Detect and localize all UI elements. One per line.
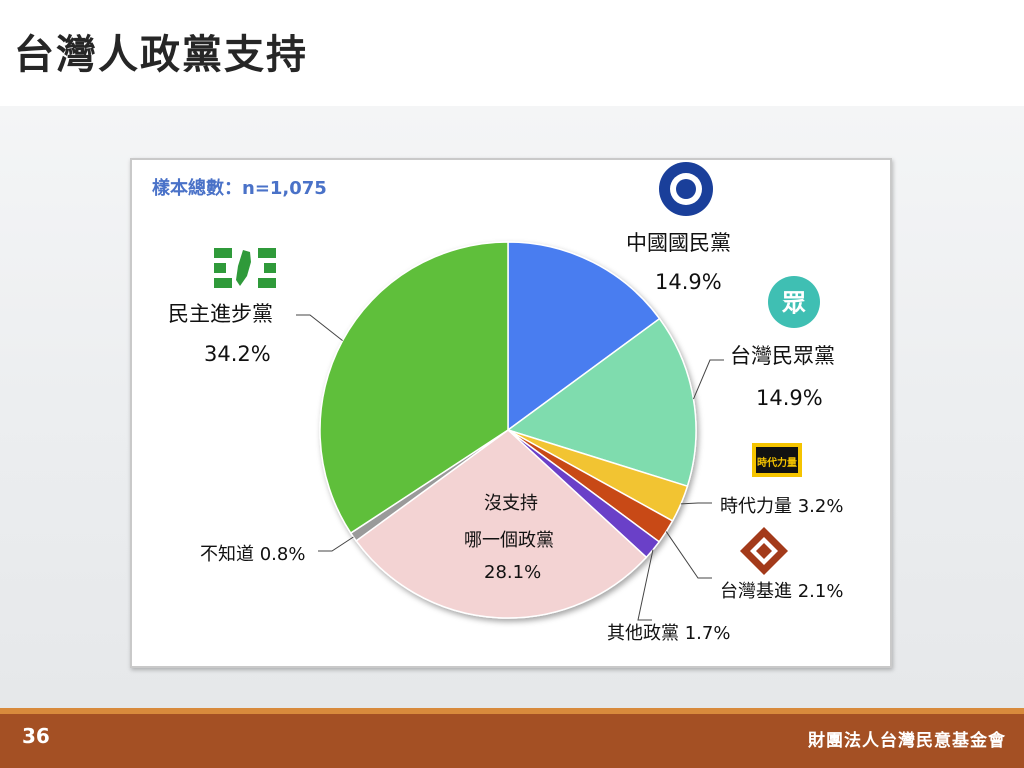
npp-logo: 時代力量 [752, 443, 802, 477]
footer-bar [0, 708, 1024, 768]
label-other: 其他政黨 1.7% [607, 623, 731, 644]
label-none-value: 28.1% [484, 562, 542, 583]
label-kmt-value: 14.9% [655, 270, 722, 294]
slice-none [355, 429, 648, 619]
label-none-line2: 哪一個政黨 [464, 530, 554, 551]
label-none-line1: 沒支持 [484, 493, 538, 514]
organization-name: 財團法人台灣民意基金會 [808, 731, 1006, 751]
svg-text:時代力量: 時代力量 [757, 456, 797, 469]
leader-line [680, 502, 712, 505]
kmt-logo [659, 162, 713, 216]
label-kmt-name: 中國國民黨 [626, 231, 731, 255]
label-unknown: 不知道 0.8% [200, 544, 306, 565]
label-npp: 時代力量 3.2% [720, 496, 844, 517]
svg-text:眾: 眾 [781, 289, 806, 317]
label-dpp-value: 34.2% [204, 342, 271, 366]
page-title: 台灣人政黨支持 [14, 32, 308, 78]
sample-size: 樣本總數：n=1,075 [152, 178, 327, 199]
dpp-logo [214, 248, 276, 288]
label-tpp-name: 台灣民眾黨 [730, 344, 835, 368]
tsp-logo [740, 527, 788, 575]
label-tsp: 台灣基進 2.1% [720, 581, 844, 602]
leader-line [665, 531, 712, 579]
page-number: 36 [22, 724, 50, 748]
leader-line [296, 314, 343, 342]
label-tpp-value: 14.9% [756, 386, 823, 410]
leader-line [637, 549, 654, 621]
label-dpp-name: 民主進步黨 [168, 302, 273, 326]
leader-line [318, 536, 354, 552]
slice-kmt [507, 241, 661, 432]
tpp-logo: 眾 [768, 276, 820, 328]
leader-line [692, 359, 724, 400]
